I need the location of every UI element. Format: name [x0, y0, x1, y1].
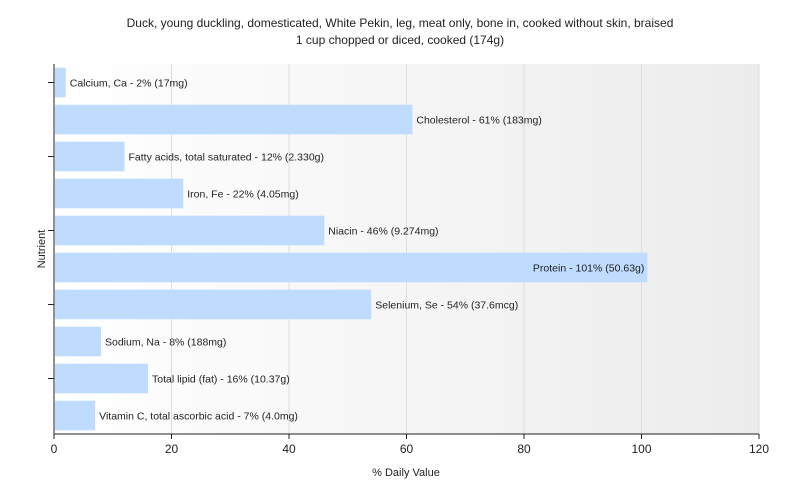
bar: [55, 67, 66, 98]
y-axis-label: Nutrient: [36, 230, 48, 269]
bar: [55, 104, 413, 135]
bar-label: Niacin - 46% (9.274mg): [328, 226, 438, 238]
x-tick-label: 100: [631, 442, 651, 456]
bar: [55, 252, 648, 283]
bar: [55, 363, 148, 394]
bar: [55, 215, 325, 246]
bar: [55, 400, 96, 431]
data-labels: Calcium, Ca - 2% (17mg) Cholesterol - 61%…: [70, 78, 645, 423]
bars: [55, 67, 648, 431]
bar: [55, 289, 372, 320]
x-axis-label: % Daily Value: [372, 467, 440, 479]
bar: [55, 326, 101, 357]
bar-label: Iron, Fe - 22% (4.05mg): [187, 189, 298, 201]
bar-label: Sodium, Na - 8% (188mg): [105, 337, 226, 349]
x-tick-label: 120: [749, 442, 769, 456]
x-ticks: 0 20 40 60 80 100 120: [48, 82, 769, 456]
bar-label: Selenium, Se - 54% (37.6mcg): [375, 300, 518, 312]
bar-label: Calcium, Ca - 2% (17mg): [70, 78, 188, 90]
chart-subtitle: 1 cup chopped or diced, cooked (174g): [296, 33, 504, 47]
x-tick-label: 60: [400, 442, 414, 456]
bar-label: Fatty acids, total saturated - 12% (2.33…: [129, 152, 325, 164]
bar-label: Vitamin C, total ascorbic acid - 7% (4.0…: [99, 411, 298, 423]
x-tick-label: 40: [282, 442, 296, 456]
x-tick-label: 20: [165, 442, 179, 456]
x-tick-label: 0: [51, 442, 58, 456]
bar-label: Total lipid (fat) - 16% (10.37g): [152, 374, 290, 386]
chart-title: Duck, young duckling, domesticated, Whit…: [127, 16, 674, 30]
bar: [55, 178, 184, 209]
bar-label: Cholesterol - 61% (183mg): [416, 115, 541, 127]
bar-label: Protein - 101% (50.63g): [533, 263, 644, 275]
x-tick-label: 80: [517, 442, 531, 456]
bar: [55, 141, 125, 172]
